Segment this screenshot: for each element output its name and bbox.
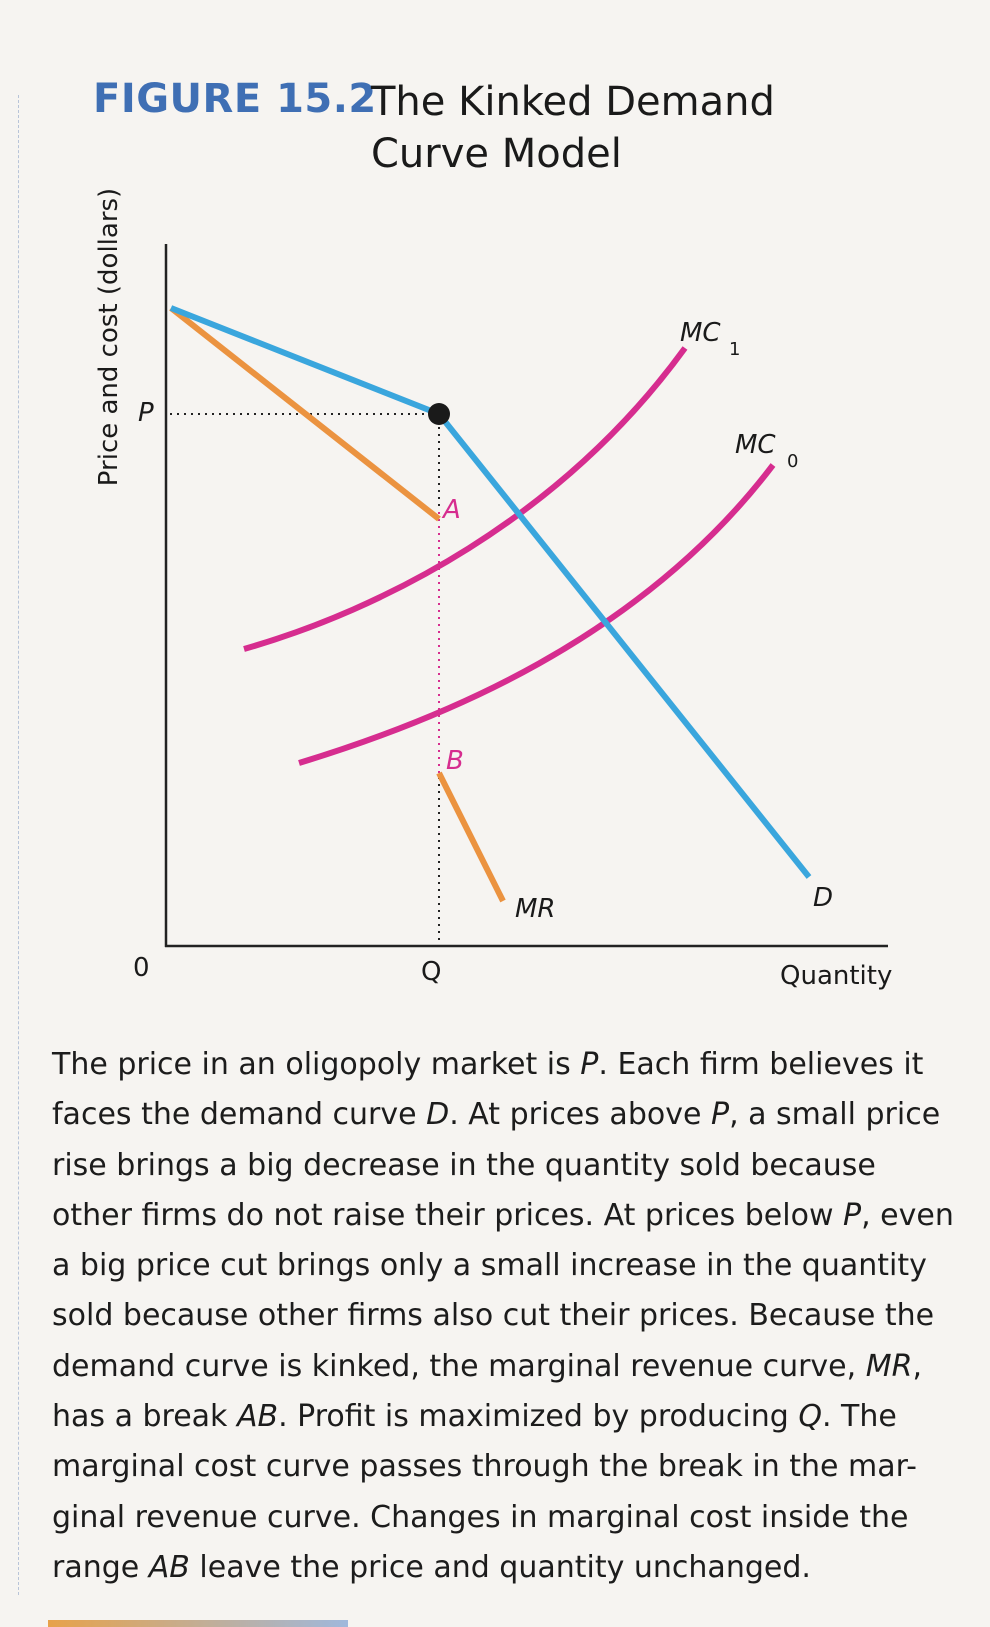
- caption-italic-term: Q: [798, 1399, 822, 1435]
- caption-line: other firms do not raise their prices. A…: [52, 1191, 972, 1241]
- figure-title-line2: Curve Model: [371, 131, 622, 177]
- mc1-curve: [243, 346, 688, 652]
- caption-text: sold because other firms also cut their …: [52, 1298, 935, 1334]
- mc0-curve: [298, 463, 776, 766]
- caption-text: ginal revenue curve. Changes in marginal…: [52, 1499, 909, 1535]
- bottom-color-band: [48, 1620, 348, 1627]
- caption-line: The price in an oligopoly market is P. E…: [52, 1040, 972, 1090]
- mr-upper-segment: [169, 305, 441, 522]
- caption-line: faces the demand curve D. At prices abov…: [52, 1090, 972, 1140]
- caption-text: , even: [861, 1197, 954, 1233]
- figure-caption: The price in an oligopoly market is P. E…: [52, 1040, 972, 1593]
- mr-label: MR: [515, 894, 556, 924]
- caption-line: a big price cut brings only a small incr…: [52, 1241, 972, 1291]
- caption-line: ginal revenue curve. Changes in marginal…: [52, 1493, 972, 1543]
- caption-text: leave the price and quantity unchanged.: [189, 1549, 811, 1585]
- caption-line: range AB leave the price and quantity un…: [52, 1543, 972, 1593]
- caption-italic-term: AB: [148, 1549, 190, 1585]
- caption-text: has a break: [52, 1399, 237, 1435]
- caption-text: , a small price: [729, 1097, 941, 1133]
- caption-line: marginal cost curve passes through the b…: [52, 1442, 972, 1492]
- caption-line: demand curve is kinked, the marginal rev…: [52, 1342, 972, 1392]
- caption-text: range: [52, 1549, 149, 1585]
- page-edge-border: [18, 95, 19, 1595]
- caption-text: demand curve is kinked, the marginal rev…: [52, 1348, 866, 1384]
- caption-italic-term: D: [426, 1097, 450, 1133]
- caption-text: faces the demand curve: [52, 1097, 427, 1133]
- x-axis-label: Quantity: [780, 961, 892, 991]
- caption-text: . Profit is maximized by producing: [278, 1399, 799, 1435]
- caption-text: marginal cost curve passes through the b…: [52, 1449, 917, 1485]
- figure-title: The Kinked Demand Curve Model: [371, 76, 775, 180]
- demand-label: D: [813, 883, 833, 913]
- mc1-label: MC: [680, 318, 721, 348]
- mr-lower-segment: [436, 771, 506, 903]
- mc0-subscript: 0: [787, 451, 798, 472]
- quantity-q-label: Q: [421, 957, 441, 987]
- caption-text: . At prices above: [449, 1097, 711, 1133]
- kink-point: [428, 403, 450, 425]
- mc0-label: MC: [735, 430, 776, 460]
- y-axis-label: Price and cost (dollars): [94, 188, 124, 486]
- figure-number: FIGURE 15.2: [93, 76, 377, 122]
- caption-line: has a break AB. Profit is maximized by p…: [52, 1392, 972, 1442]
- caption-text: ,: [912, 1348, 922, 1384]
- point-b-label: B: [446, 746, 464, 776]
- mc1-subscript: 1: [729, 339, 740, 360]
- caption-text: . The: [821, 1399, 897, 1435]
- caption-text: other firms do not raise their prices. A…: [52, 1197, 844, 1233]
- origin-label: 0: [133, 953, 150, 983]
- caption-italic-term: P: [843, 1197, 862, 1233]
- demand-curve: [169, 305, 812, 879]
- caption-line: sold because other firms also cut their …: [52, 1291, 972, 1341]
- caption-italic-term: AB: [236, 1399, 279, 1435]
- caption-italic-term: MR: [865, 1348, 913, 1384]
- caption-text: . Each firm believes it: [598, 1047, 924, 1082]
- caption-text: rise brings a big decrease in the quanti…: [52, 1147, 876, 1183]
- caption-italic-term: P: [580, 1047, 599, 1082]
- point-a-label: A: [441, 495, 461, 525]
- caption-text: a big price cut brings only a small incr…: [52, 1248, 927, 1284]
- price-label: P: [138, 398, 154, 428]
- caption-text: The price in an oligopoly market is: [52, 1047, 581, 1082]
- caption-line: rise brings a big decrease in the quanti…: [52, 1141, 972, 1191]
- caption-italic-term: P: [710, 1097, 730, 1133]
- figure-title-line1: The Kinked Demand: [371, 79, 775, 125]
